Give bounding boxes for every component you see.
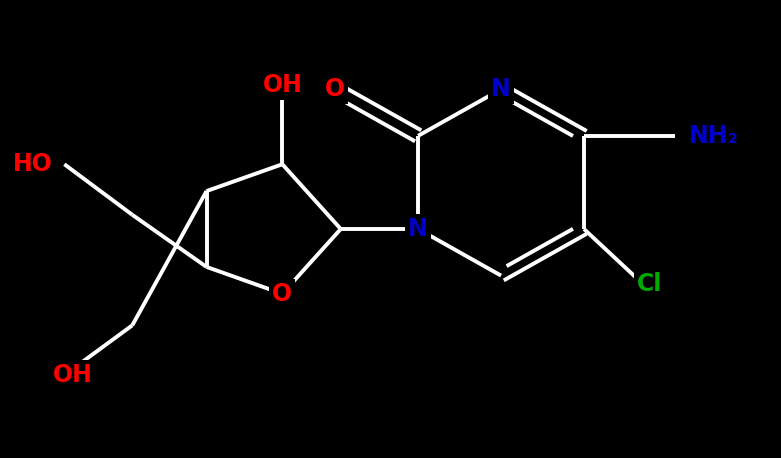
Text: N: N	[408, 217, 428, 241]
Text: O: O	[273, 282, 292, 306]
Text: NH₂: NH₂	[689, 124, 739, 148]
Text: Cl: Cl	[637, 272, 662, 296]
Text: OH: OH	[52, 363, 92, 387]
Text: O: O	[325, 77, 345, 101]
Text: N: N	[491, 77, 511, 101]
Text: OH: OH	[262, 73, 302, 97]
Text: HO: HO	[12, 152, 52, 176]
